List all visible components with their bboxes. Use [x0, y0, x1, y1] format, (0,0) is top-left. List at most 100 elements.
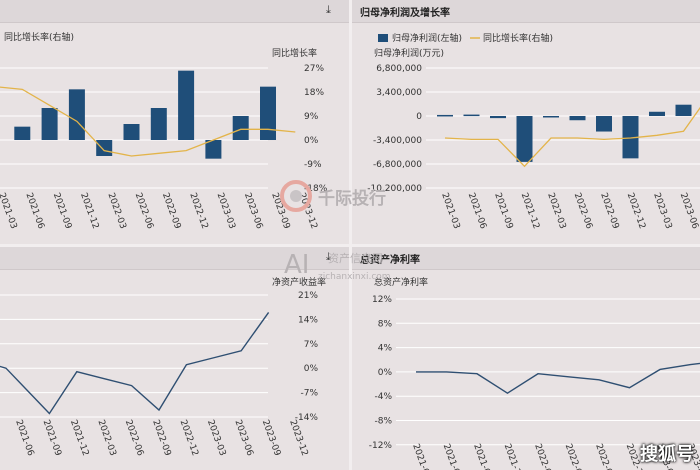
panel-yoy-growth: ⤓ 同比增长率(右轴) 同比增长率 27% 18% 9% 0% -9% -18% 2021-03… [0, 0, 349, 244]
x-tick-label: 2023-12 [287, 419, 309, 458]
roa-line [416, 362, 700, 394]
left-tick-label: -6,800,000 [373, 160, 422, 170]
x-tick-label: 2023-06 [242, 192, 264, 231]
right-tick-label: 14% [298, 315, 318, 325]
bar [649, 111, 665, 116]
right-tick-label: 18% [304, 88, 324, 98]
right-tick-label: 7% [304, 340, 319, 350]
chart-roa: 总资产净利率 12% 8% 4% 0% -4% -8% -12% 2021-03 2021-06 2… [369, 276, 700, 470]
x-tick-label: 2021-12 [68, 419, 90, 458]
panel-net-profit: 归母净利润及增长率 归母净利润(左轴) 同比增长率(右轴) 归母净利润(万元) 6,8… [352, 0, 700, 244]
x-tick-label: 2022-06 [572, 192, 594, 231]
x-tick-label: 2022-12 [187, 192, 209, 231]
right-axis-title: 净资产收益率 [272, 276, 326, 288]
bar [543, 116, 559, 118]
right-tick-label: 0% [304, 364, 319, 374]
left-tick-label: 0% [378, 368, 393, 378]
x-tick-label: 2021-12 [519, 192, 541, 231]
x-tick-label: 2021-03 [439, 192, 461, 231]
x-tick-label: 2021-09 [471, 443, 493, 470]
x-tick-label: 2023-03 [215, 192, 237, 231]
bar [675, 104, 692, 116]
right-axis-title: 同比增长率 [272, 47, 317, 59]
right-tick-label: 9% [304, 112, 319, 122]
bar [14, 126, 31, 140]
x-tick-label: 2022-12 [178, 419, 200, 458]
x-tick-label: 2021-12 [78, 192, 100, 231]
panel-header: ⤓ [0, 247, 349, 270]
bar [490, 116, 506, 119]
left-tick-label: -4% [374, 392, 392, 402]
x-tick-label: 2022-03 [95, 419, 117, 458]
right-tick-label: -7% [300, 389, 318, 399]
x-tick-label: 2023-06 [232, 419, 254, 458]
left-axis-title: 总资产净利率 [374, 276, 428, 288]
growth-line [444, 106, 700, 168]
x-tick-label: 2023-03 [205, 419, 227, 458]
panel-header: ⤓ [0, 0, 349, 23]
x-tick-label: 2022-06 [133, 192, 155, 231]
left-tick-label: -3,400,000 [373, 136, 422, 146]
right-tick-label: -9% [304, 160, 322, 170]
legend-bar-swatch [378, 34, 388, 42]
left-tick-label: 6,800,000 [376, 64, 422, 74]
x-tick-label: 2022-03 [545, 192, 567, 231]
bar [516, 116, 533, 162]
watermark-url: zichanxinxi.com [318, 272, 391, 282]
watermark-sub: 资产信息网 [328, 252, 383, 265]
bar [463, 114, 480, 117]
x-tick-label: 2022-12 [625, 192, 647, 231]
x-tick-label: 2022-09 [150, 419, 172, 458]
bar [622, 116, 639, 159]
x-tick-label: 2023-03 [651, 192, 673, 231]
x-tick-label: 2022-09 [593, 443, 615, 470]
panel-title: 归母净利润及增长率 [360, 8, 450, 19]
legend-label: 同比增长率(右轴) [4, 31, 74, 43]
x-tick-label: 2022-03 [105, 192, 127, 231]
left-axis-title: 归母净利润(万元) [374, 47, 444, 59]
x-tick-label: 2021-12 [502, 443, 524, 470]
panel-header: 总资产净利率 [352, 247, 700, 270]
bar [178, 70, 195, 140]
x-tick-label: 2022-03 [532, 443, 554, 470]
sohu-logo: 搜狐号 [640, 444, 694, 465]
x-tick-label: 2023-09 [260, 419, 282, 458]
left-tick-label: 12% [372, 295, 392, 305]
left-tick-label: -10,200,000 [367, 184, 422, 194]
bar [232, 116, 249, 140]
panel-header: 归母净利润及增长率 [352, 0, 700, 23]
watermark-brand: 千际投行 [318, 189, 386, 209]
download-icon[interactable]: ⤓ [326, 250, 331, 263]
legend-line-label: 同比增长率(右轴) [483, 32, 553, 44]
x-tick-label: 2021-09 [51, 192, 73, 231]
bar [150, 108, 167, 140]
roe-line [0, 312, 270, 415]
x-tick-label: 2021-09 [41, 419, 63, 458]
right-tick-label: 0% [304, 136, 319, 146]
watermark-ai: AI [284, 250, 310, 280]
x-tick-label: 2022-06 [123, 419, 145, 458]
right-tick-label: -14% [295, 413, 319, 423]
x-tick-label: 2021-03 [0, 192, 18, 231]
right-tick-label: -18% [304, 184, 328, 194]
x-tick-label: 2021-06 [441, 443, 463, 470]
legend-bar-label: 归母净利润(左轴) [392, 32, 462, 44]
download-icon[interactable]: ⤓ [326, 3, 331, 16]
growth-line [0, 86, 296, 157]
left-tick-label: -8% [374, 417, 392, 427]
x-tick-label: 2022-06 [563, 443, 585, 470]
bar [569, 116, 586, 121]
bar [41, 108, 58, 140]
x-tick-label: 2021-09 [492, 192, 514, 231]
left-tick-label: 8% [378, 319, 393, 329]
left-tick-label: 0 [416, 112, 422, 122]
left-tick-label: -12% [369, 441, 393, 451]
horizontal-divider [0, 244, 700, 247]
right-tick-label: 21% [298, 291, 318, 301]
left-tick-label: 3,400,000 [376, 88, 422, 98]
x-tick-label: 2023-06 [678, 192, 700, 231]
x-tick-label: 2022-09 [598, 192, 620, 231]
right-tick-label: 27% [304, 64, 324, 74]
bar [96, 140, 113, 156]
